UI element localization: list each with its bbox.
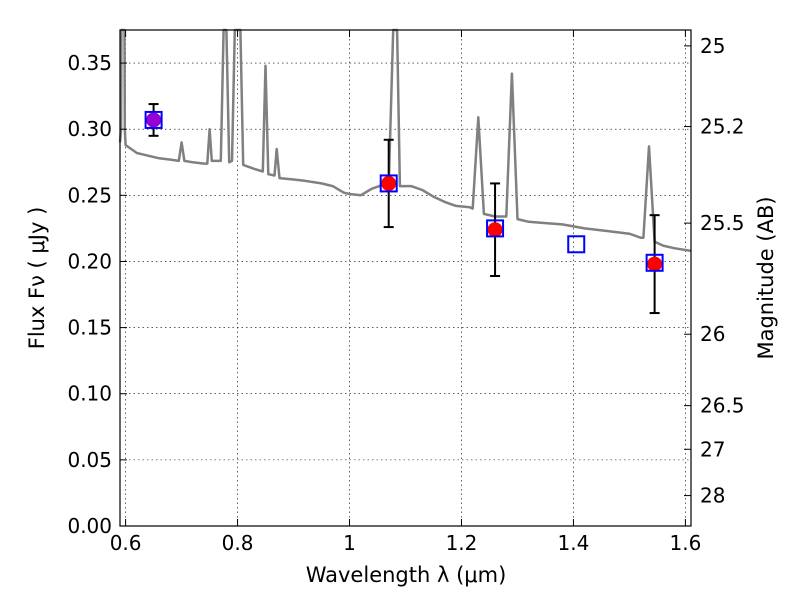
y-tick-label: 0.25 — [67, 183, 112, 207]
y-tick-label: 0.15 — [67, 316, 112, 340]
y2-tick-label: 25.2 — [700, 115, 745, 139]
y2-tick-label: 26.5 — [700, 394, 745, 418]
y2-axis-label: Magnitude (AB) — [754, 196, 778, 359]
plot-frame — [119, 29, 692, 527]
y2-axis: 25 25.2 25.5 26 26.5 27 28 — [684, 34, 745, 508]
model-box — [144, 110, 163, 129]
y-tick-label: 0.20 — [67, 249, 112, 273]
model-spectrum-line — [118, 28, 692, 253]
x-tick-label: 0.8 — [222, 531, 254, 555]
observed-point — [146, 112, 162, 128]
y-tick-label: 0.00 — [67, 514, 112, 538]
y2-tick-label: 26 — [700, 322, 725, 346]
y2-tick-label: 27 — [700, 437, 725, 461]
x-tick-label: 0.6 — [110, 531, 142, 555]
x-tick-label: 1 — [343, 531, 356, 555]
model-box — [486, 219, 505, 238]
observed-point — [381, 175, 397, 191]
x-tick-label: 1.6 — [669, 531, 701, 555]
y2-tick-label: 28 — [700, 484, 725, 508]
y2-tick-label: 25.5 — [700, 211, 745, 235]
grid — [120, 30, 691, 526]
x-axis-label: Wavelength λ (μm) — [306, 563, 507, 587]
observed-point — [647, 256, 663, 272]
model-box — [645, 253, 664, 272]
y-tick-label: 0.30 — [67, 117, 112, 141]
y-axis: 0.00 0.05 0.10 0.15 0.20 0.25 0.30 0.35 — [67, 51, 127, 538]
model-spectrum — [118, 28, 692, 253]
y-tick-label: 0.10 — [67, 382, 112, 406]
plot-background — [120, 30, 691, 526]
observed-points — [146, 112, 663, 272]
x-axis: 0.6 0.8 1 1.2 1.4 1.6 — [110, 30, 701, 555]
model-box — [379, 174, 398, 193]
model-box — [567, 235, 586, 254]
x-tick-label: 1.4 — [558, 531, 590, 555]
model-photometry-boxes — [144, 110, 664, 272]
observed-point — [487, 222, 503, 238]
y2-tick-label: 25 — [700, 34, 725, 58]
y-tick-label: 0.05 — [67, 448, 112, 472]
x-tick-label: 1.2 — [446, 531, 478, 555]
y-axis-label: Flux Fν ( μJy ) — [25, 207, 49, 350]
y-tick-label: 0.35 — [67, 51, 112, 75]
